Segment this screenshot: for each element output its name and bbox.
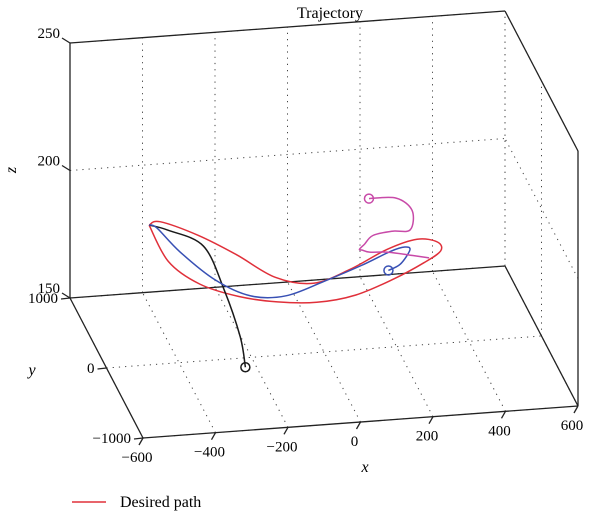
y-tick-mark — [60, 297, 71, 300]
z-tick-mark — [61, 37, 71, 44]
start-marker-3 — [363, 193, 375, 204]
grid-floor-y-line — [106, 335, 542, 369]
x-tick-label: 200 — [416, 429, 439, 445]
legend-label-desired-path: Desired path — [120, 494, 201, 511]
x-tick-mark — [138, 437, 144, 446]
start-marker-2 — [383, 265, 394, 276]
grid-lines — [69, 10, 579, 439]
x-tick-mark — [355, 421, 362, 430]
axis-box-edge — [69, 265, 506, 299]
x-tick-mark — [573, 405, 579, 414]
z-tick-label: 150 — [38, 281, 61, 297]
y-tick-label: 1000 — [28, 291, 58, 307]
x-tick-mark — [500, 411, 507, 419]
legend: Desired path — [72, 494, 201, 511]
grid-floor-x-line — [142, 292, 216, 433]
y-tick-mark — [133, 437, 144, 440]
x-tick-mark — [428, 416, 434, 424]
grid-floor-x-line — [359, 276, 434, 417]
x-tick-label: 400 — [488, 423, 511, 439]
axis-box-edge — [504, 265, 579, 407]
y-tick-label: 0 — [87, 361, 95, 377]
markers-group — [240, 193, 394, 373]
chart-title: Trajectory — [297, 5, 363, 22]
x-tick-label: 600 — [561, 418, 584, 434]
grid-side-z-line — [504, 138, 579, 279]
y-tick-label: −1000 — [93, 431, 131, 447]
grid-floor-x-line — [214, 287, 289, 428]
axis-box — [69, 10, 579, 439]
axis-box-edge — [504, 10, 579, 152]
series-line-2 — [148, 224, 247, 368]
x-tick-mark — [210, 432, 217, 440]
series-line-desired-path — [148, 220, 443, 304]
x-axis-label: x — [360, 459, 368, 476]
z-axis-label: z — [3, 166, 20, 174]
series-line-4 — [358, 196, 430, 259]
series-line-3 — [148, 224, 411, 299]
x-tick-label: −400 — [194, 445, 225, 461]
grid-back-z-line — [69, 138, 506, 171]
z-tick-label: 200 — [38, 154, 61, 170]
x-tick-label: 0 — [351, 434, 359, 450]
y-axis-label: y — [26, 362, 36, 379]
y-tick-mark — [97, 367, 107, 370]
z-tick-mark — [61, 292, 71, 299]
grid-floor-x-line — [432, 271, 506, 412]
x-tick-mark — [283, 427, 289, 435]
axis-box-edge — [69, 10, 506, 44]
series-group — [148, 196, 443, 368]
z-tick-mark — [61, 164, 71, 172]
start-marker-1 — [240, 361, 251, 373]
z-tick-label: 250 — [38, 26, 61, 42]
x-tick-label: −600 — [122, 450, 153, 466]
x-tick-label: −200 — [267, 439, 298, 455]
